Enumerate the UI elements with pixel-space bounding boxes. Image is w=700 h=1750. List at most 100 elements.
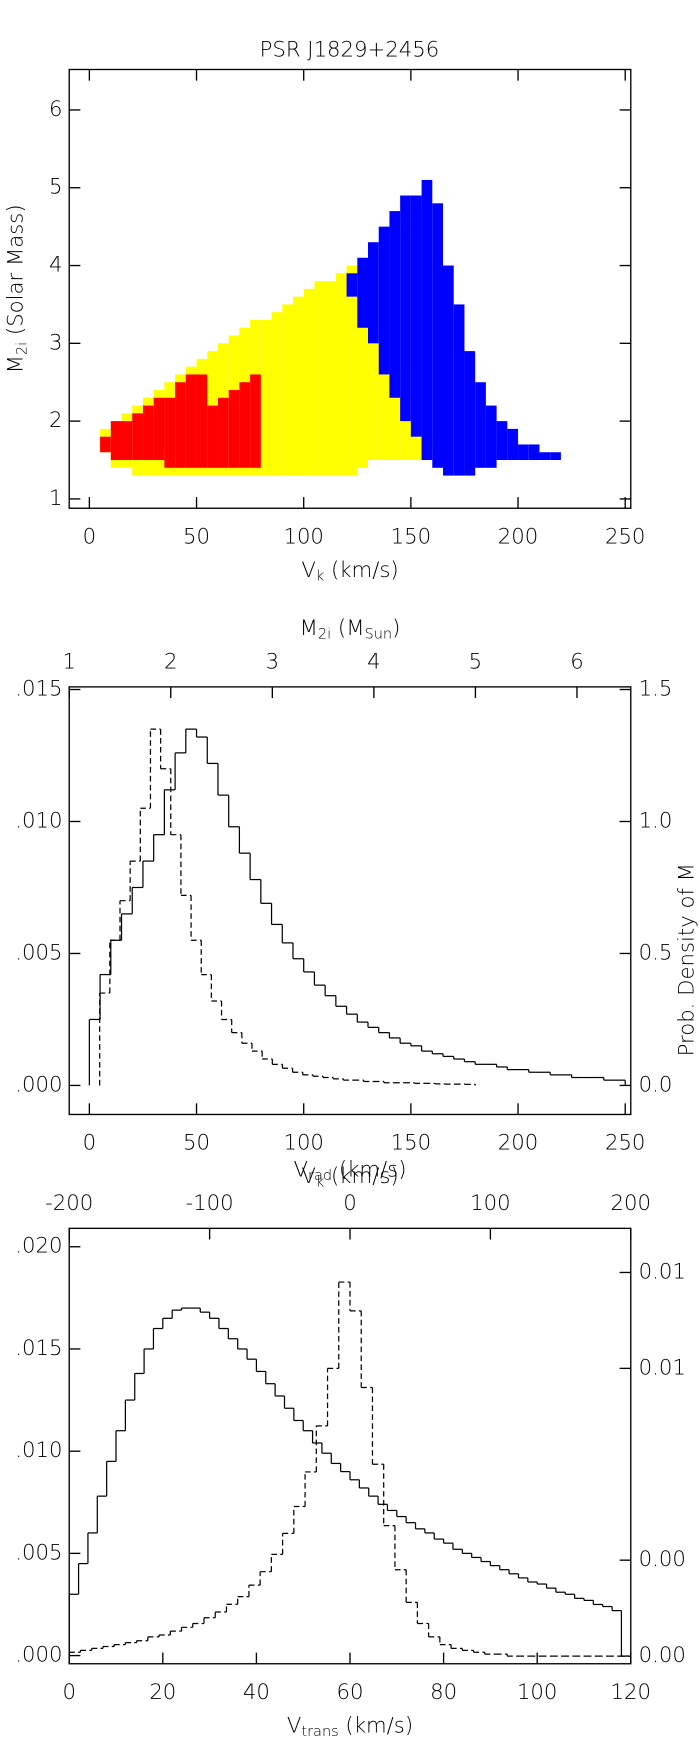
cell-column [175, 382, 186, 468]
cell-column [207, 405, 218, 468]
x2-tick-label: 5 [469, 649, 483, 674]
cell-column [346, 265, 358, 476]
x-tick-label: 250 [605, 1131, 645, 1156]
label-subscript: k [316, 568, 324, 584]
label-text: V [301, 1164, 316, 1189]
x-tick-label: 50 [183, 524, 210, 549]
x-tick-label: 100 [517, 1680, 557, 1705]
cell-column [443, 265, 454, 476]
y-tick-label: .000 [15, 1072, 62, 1097]
cell-column [368, 242, 379, 344]
cell-column [196, 374, 208, 468]
y2-tick-label: 0.00 [639, 1643, 686, 1668]
cell-column [282, 304, 293, 476]
cell-column [507, 428, 519, 461]
y-tick-label: 5 [49, 175, 63, 200]
label-text: (km/s) [324, 1164, 398, 1189]
cell-column [250, 374, 261, 468]
cell-column [432, 203, 444, 468]
cell-column [410, 428, 422, 461]
x2-tick-label: -100 [186, 1191, 234, 1216]
plot-frame [68, 686, 632, 1116]
y2-tick-label: 1.0 [639, 808, 673, 833]
label-subscript: Sun [365, 626, 393, 642]
x-tick-label: 200 [498, 1131, 538, 1156]
y-tick-label: .020 [15, 1234, 62, 1259]
cell-column [400, 421, 411, 461]
cell-column [518, 444, 529, 461]
cell-column [485, 405, 497, 468]
cell-column [550, 452, 561, 461]
x-tick-label: 200 [498, 524, 538, 549]
x-tick-label: 100 [283, 524, 323, 549]
cell-column [400, 195, 411, 422]
label-subscript: 2i [14, 342, 30, 355]
cell-column [410, 195, 422, 437]
x2-tick-label: 3 [266, 649, 280, 674]
axis-label: Vk (km/s) [301, 558, 398, 585]
x-tick-label: 150 [391, 524, 431, 549]
cell-column [142, 405, 154, 461]
x2-tick-label: 100 [470, 1191, 510, 1216]
cell-column [239, 382, 251, 468]
cell-column [314, 281, 326, 476]
label-subscript: trans [301, 1724, 338, 1740]
cell-column [453, 304, 465, 476]
cell-column [368, 327, 379, 461]
label-text: V [287, 1713, 302, 1738]
cell-column [100, 436, 111, 453]
cell-column [378, 374, 390, 461]
label-text: V [294, 1157, 309, 1182]
cell-column [153, 397, 165, 461]
label-text: (km/s) [324, 558, 398, 583]
cell-column [335, 273, 347, 476]
label-text: M [300, 616, 318, 641]
y2-tick-label: 0.00 [639, 1547, 686, 1572]
cell-column [260, 319, 272, 476]
chart-title: PSR J1829+2456 [260, 38, 440, 63]
cell-column [164, 397, 176, 468]
y-tick-label: .000 [15, 1643, 62, 1668]
cell-column [132, 413, 143, 461]
y-tick-label: .005 [15, 1540, 62, 1565]
label-subscript: k [316, 1175, 324, 1191]
y-tick-label: 6 [49, 97, 63, 122]
y-tick-label: .015 [15, 677, 62, 702]
y2-tick-label: 0.0 [639, 1072, 673, 1097]
cell-column [228, 390, 240, 468]
y-tick-label: 1 [49, 486, 63, 511]
cell-column [271, 312, 283, 476]
label-text: (km/s) [339, 1713, 413, 1738]
label-text: ) [392, 616, 400, 641]
cell-column [421, 179, 433, 461]
cell-column [389, 397, 401, 461]
label-text: (M [331, 616, 364, 641]
cell-column [539, 452, 551, 461]
cell-column [325, 281, 336, 476]
x-tick-label: 80 [430, 1680, 457, 1705]
y-tick-label: .015 [15, 1336, 62, 1361]
axis-label: M2i (MSun) [300, 616, 401, 643]
plot-frame [68, 68, 632, 509]
x2-tick-label: 6 [570, 649, 584, 674]
cell-column [378, 226, 390, 375]
x-tick-label: 40 [243, 1680, 270, 1705]
label-text: (km/s) [332, 1157, 406, 1182]
cell-column [496, 421, 508, 461]
axis-label: M2i (Solar Mass) [4, 204, 31, 373]
cell-column [357, 273, 369, 468]
x-tick-label: 100 [283, 1131, 323, 1156]
cell-column [464, 351, 476, 476]
axis-label: Vk (km/s) [301, 1164, 398, 1191]
y-tick-label: 2 [49, 408, 63, 433]
y2-tick-label: 0.5 [639, 940, 673, 965]
y-tick-label: .010 [15, 808, 62, 833]
cell-column [357, 257, 369, 328]
y2-tick-label: 1.5 [639, 677, 673, 702]
x2-tick-label: 200 [611, 1191, 651, 1216]
y2-tick-label: 0.01 [639, 1259, 686, 1284]
cell-column [303, 288, 315, 476]
x2-tick-label: 1 [62, 649, 76, 674]
y-tick-label: .005 [15, 940, 62, 965]
cell-column [292, 296, 304, 476]
